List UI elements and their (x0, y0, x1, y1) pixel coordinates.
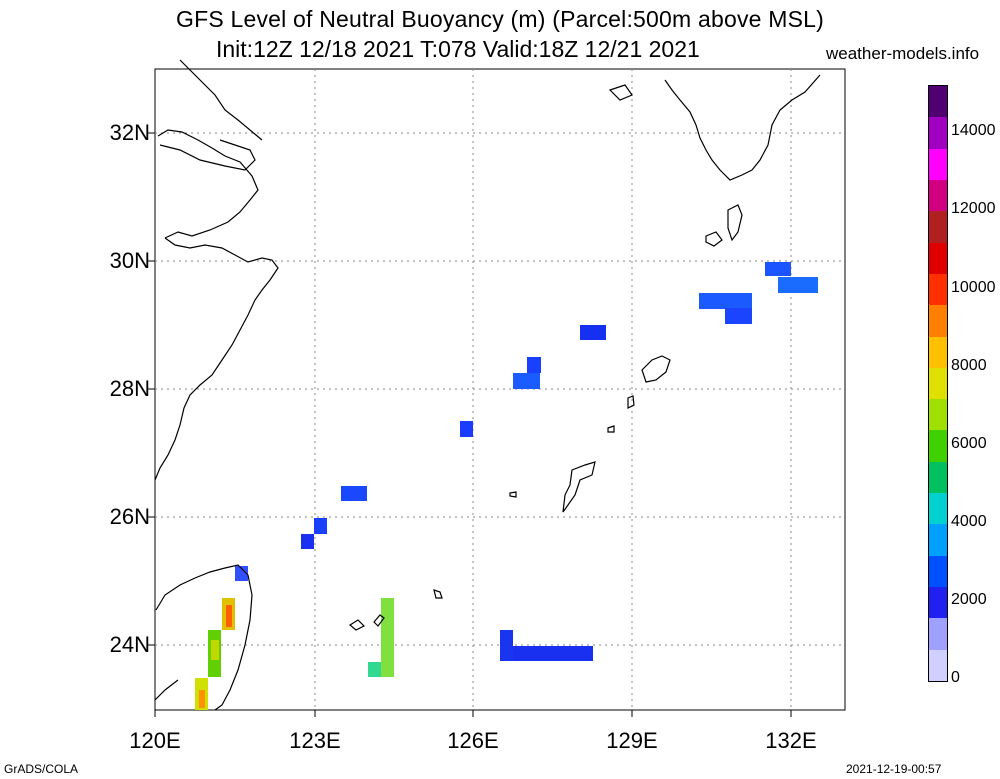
lat-label-28N: 28N (109, 376, 150, 401)
colorbar-segment (929, 273, 947, 306)
colorbar-segment (929, 86, 947, 118)
footer-timestamp: 2021-12-19-00:57 (846, 762, 942, 776)
colorbar-segment (929, 336, 947, 368)
colorbar-segment (929, 399, 947, 431)
colorbar-segment (929, 305, 947, 337)
colorbar-label-2000: 2000 (951, 591, 987, 608)
colorbar-segment (929, 461, 947, 494)
colorbar-segment (929, 430, 947, 462)
colorbar-label-0: 0 (951, 669, 960, 686)
colorbar-segment (929, 148, 947, 180)
lon-label-120E: 120E (129, 728, 181, 753)
colorbar-segment (929, 555, 947, 588)
gridlines (155, 69, 845, 710)
lat-label-32N: 32N (109, 120, 150, 145)
lon-label-126E: 126E (447, 728, 499, 753)
colorbar-segment (929, 117, 947, 149)
lat-label-24N: 24N (109, 632, 150, 657)
footer-credit: GrADS/COLA (4, 762, 79, 776)
lat-label-30N: 30N (109, 248, 150, 273)
lon-label-123E: 123E (289, 728, 341, 753)
colorbar-segment (929, 618, 947, 650)
lon-label-129E: 129E (606, 728, 658, 753)
tick-marks (148, 132, 792, 717)
colorbar-segment (929, 179, 947, 212)
colorbar-label-14000: 14000 (951, 122, 996, 139)
map-title-line2: Init:12Z 12/18 2021 T:078 Valid:18Z 12/2… (216, 36, 700, 62)
lat-label-26N: 26N (109, 504, 150, 529)
site-credit: weather-models.info (826, 44, 980, 63)
colorbar-segment (929, 493, 947, 525)
colorbar-label-10000: 10000 (951, 279, 996, 296)
colorbar-segment (929, 587, 947, 619)
colorbar-label-8000: 8000 (951, 357, 987, 374)
colorbar-label-12000: 12000 (951, 200, 996, 217)
lon-label-132E: 132E (765, 728, 817, 753)
colorbar-segment (929, 524, 947, 556)
coastlines (154, 59, 821, 711)
colorbar-segment (929, 367, 947, 400)
neutral-buoyancy-cells (195, 262, 818, 710)
colorbar-segment (929, 211, 947, 243)
colorbar-label-4000: 4000 (951, 513, 987, 530)
colorbar-legend (928, 85, 948, 682)
map-title-line1: GFS Level of Neutral Buoyancy (m) (Parce… (176, 6, 824, 32)
colorbar-segment (929, 649, 947, 681)
colorbar-label-6000: 6000 (951, 435, 987, 452)
colorbar-segment (929, 242, 947, 274)
